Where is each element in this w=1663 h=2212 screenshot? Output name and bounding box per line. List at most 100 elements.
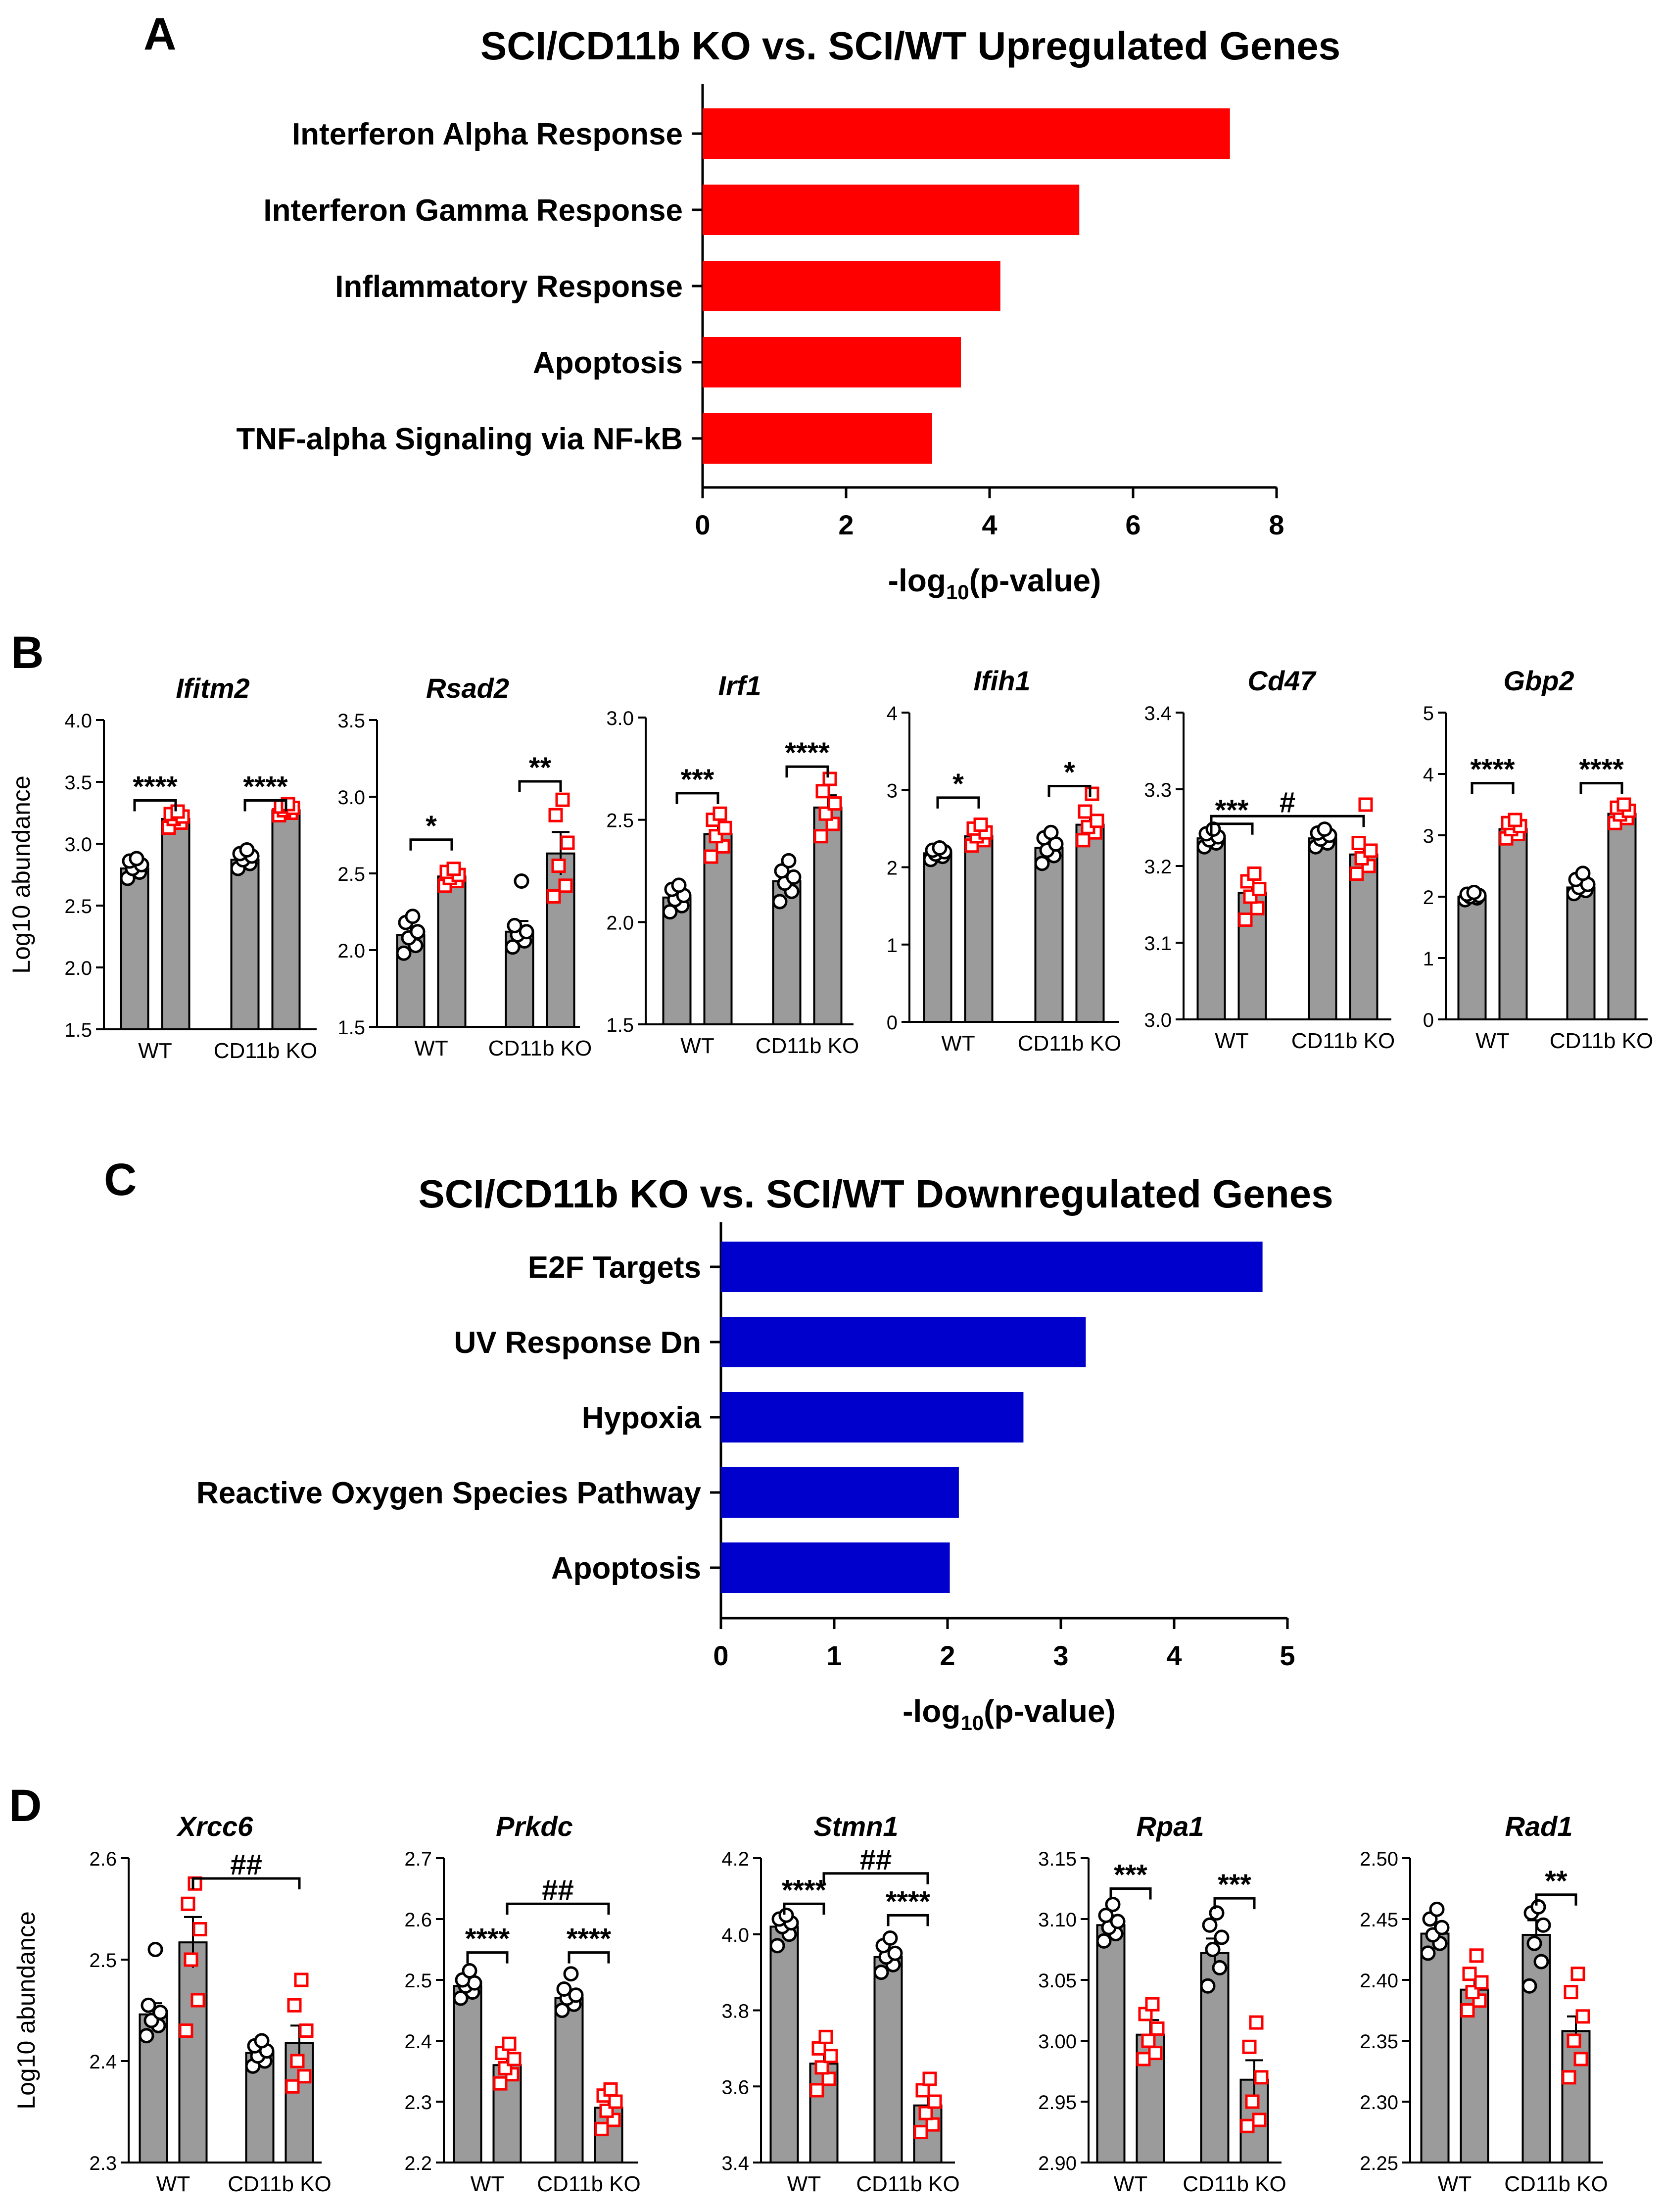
data-point [873,1965,889,1980]
data-point [815,784,830,799]
bar [1607,813,1637,1020]
y-tick-label: 3 [1423,825,1434,847]
y-tick-label: 3.5 [64,772,92,794]
bar [703,185,1080,235]
data-point [887,1945,903,1961]
group-label: WT [138,1039,172,1063]
category-label: Apoptosis [551,1551,701,1586]
data-point [507,917,523,933]
category-label: Interferon Alpha Response [292,117,683,151]
significance-label: **** [1579,754,1624,786]
chart-d3: Stmn1 3.4 3.6 3.8 4.0 4.2 WT CD11b KO **** **** ## [721,1811,959,2196]
data-point [1252,2113,1267,2127]
x-axis-label-tail: (p-value) [969,563,1101,598]
data-point [1575,866,1591,881]
data-point [568,1987,584,2003]
x-tick-label: 3 [1053,1640,1068,1671]
data-point [818,2029,833,2044]
significance-bracket [785,765,829,778]
y-tick-label: 3.3 [1144,779,1172,801]
y-tick-label: 3.00 [1038,2031,1077,2053]
x-tick-label: 2 [838,509,854,540]
data-point [814,2060,829,2075]
significance-label: *** [1114,1859,1147,1891]
chart-c: SCI/CD11b KO vs. SCI/WT Downregulated Ge… [196,1172,1333,1734]
data-point [1317,821,1332,837]
bar [873,1956,903,2164]
y-tick-label: 4 [887,703,898,724]
significance-label: **** [782,1874,827,1906]
data-point [781,853,797,868]
bar [769,1925,799,2164]
data-point [1474,1975,1489,1990]
y-tick-label: 2.4 [89,2051,117,2073]
data-point [813,829,828,844]
significance-label: *** [1215,794,1249,826]
chart-d2: Prkdc 2.2 2.3 2.4 2.5 2.6 2.7 WT CD11b KO **** ***… [404,1811,640,2196]
data-point [882,1930,898,1946]
bar [1457,896,1487,1020]
data-point [821,2071,836,2086]
data-point [1462,1967,1477,1981]
data-point [555,792,570,807]
data-point [925,2117,940,2132]
significance-label: *** [681,764,714,796]
data-point [493,2076,508,2091]
significance-label: * [952,768,964,800]
data-point [1240,2118,1255,2133]
y-tick-label: 3.15 [1038,1848,1077,1870]
data-point [551,859,566,873]
data-point [1202,1917,1218,1933]
group-label: WT [471,2172,504,2196]
data-point [913,2125,928,2139]
y-tick-label: 2.0 [337,940,365,962]
gene-title: Irf1 [718,670,761,701]
y-tick-label: 2.35 [1360,2031,1398,2053]
data-point [1212,1960,1228,1975]
x-axis-label-main: -log [888,563,946,598]
data-point [1090,814,1104,828]
y-tick-label: 1.5 [606,1014,634,1036]
data-point [1567,2033,1581,2048]
group-label: CD11b KO [228,2172,332,2196]
data-point [778,1907,794,1923]
category-label: E2F Targets [528,1250,701,1285]
x-axis-label: -log10(p-value) [888,563,1101,604]
y-tick-label: 3.6 [721,2076,749,2098]
gene-title: Ifih1 [973,665,1030,696]
chart-b6: Gbp2 0 1 2 3 4 5 WT CD11b KO **** **** [1423,665,1654,1053]
gene-title: Cd47 [1248,665,1317,696]
data-point [1466,884,1482,900]
data-point [823,2049,838,2064]
y-tick-label: 3.8 [721,2001,749,2022]
data-point [1575,2009,1590,2024]
x-tick-label: 0 [713,1640,728,1671]
group-label: CD11b KO [214,1039,318,1063]
data-point [704,849,718,864]
data-point [1420,1945,1436,1961]
group-label: WT [1438,2172,1472,2196]
significance-bracket [822,1872,929,1884]
bar [271,809,301,1030]
bar [178,1941,208,2164]
group-label: WT [156,2172,190,2196]
significance-bracket [568,1951,610,1964]
y-tick-label: 2.25 [1360,2153,1398,2174]
panel-letter-c: C [104,1154,137,1205]
y-tick-label: 2.3 [89,2153,117,2174]
y-tick-label: 3.0 [64,834,92,856]
significance-bracket [466,1951,509,1964]
data-point [774,863,790,879]
bar [230,859,260,1030]
bar [1075,823,1105,1023]
data-point [239,842,255,858]
y-tick-label: 4.0 [721,1924,749,1946]
bar [1561,2030,1591,2164]
bar [721,1467,959,1518]
data-point [546,889,561,904]
bar [161,818,190,1030]
data-point [594,2121,609,2136]
